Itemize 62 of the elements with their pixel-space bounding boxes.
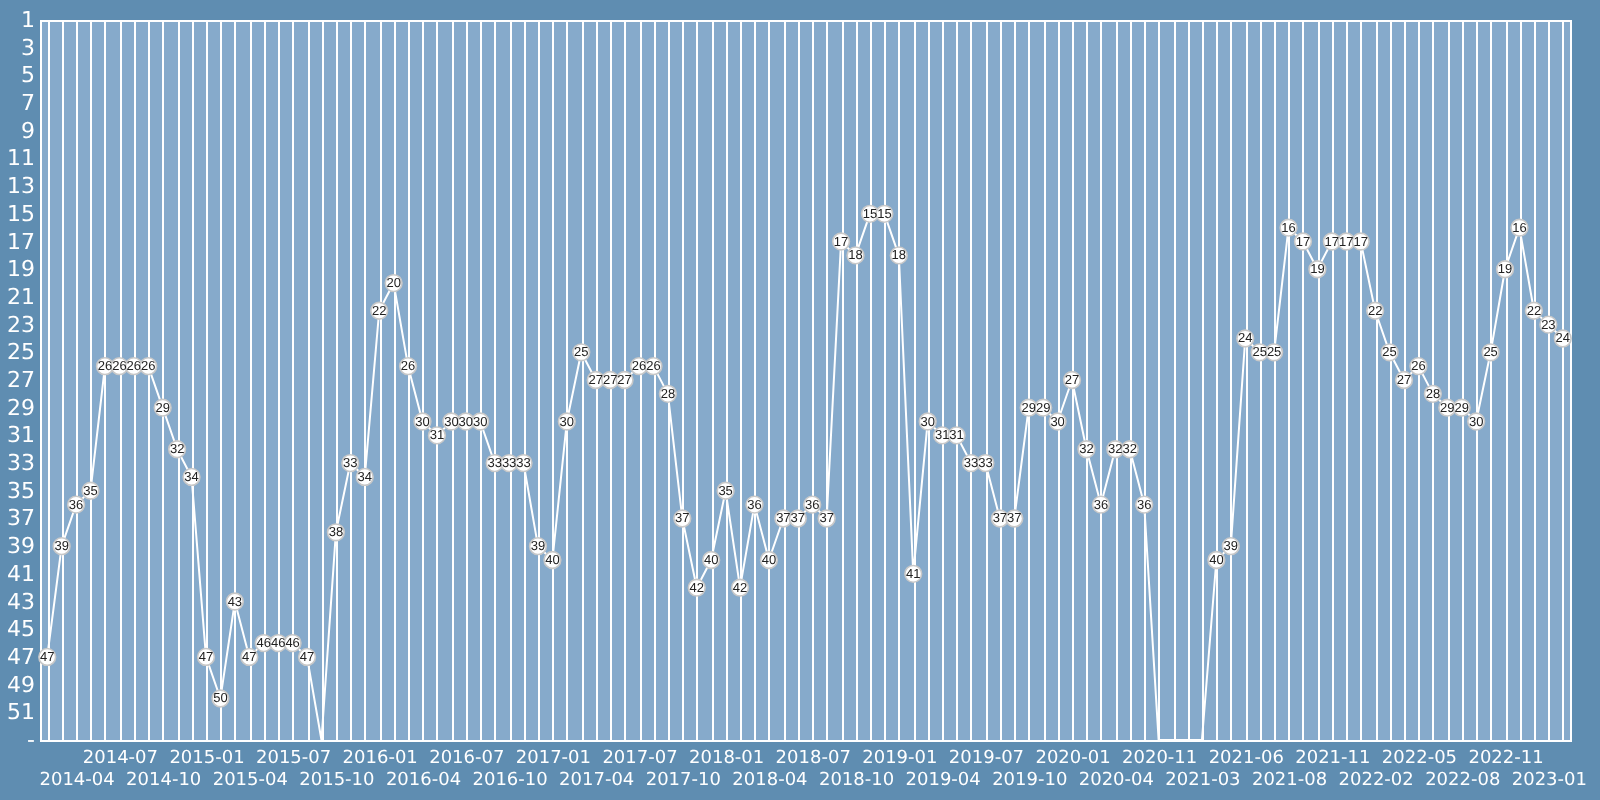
x-tick-label: 2022-05 (1381, 749, 1458, 769)
x-tick-label: 2014-10 (126, 771, 202, 791)
y-tick-label: 37 (7, 505, 35, 532)
y-tick-label: 11 (7, 145, 35, 172)
x-tick-label: 2020-04 (1078, 771, 1155, 791)
y-tick-label: 33 (7, 450, 35, 477)
y-tick-label: 13 (7, 173, 35, 200)
x-tick-label: 2015-10 (299, 771, 376, 791)
x-tick-label: 2023-01 (1511, 771, 1587, 791)
x-tick-label: 2017-07 (602, 749, 678, 769)
y-tick-label: 45 (7, 616, 35, 643)
y-tick-label: 25 (7, 339, 35, 366)
y-tick-label: 49 (7, 671, 35, 698)
x-tick-label: 2016-10 (472, 771, 549, 791)
x-tick-label: 2022-11 (1468, 749, 1544, 769)
y-tick-label: 3 (21, 34, 35, 61)
y-tick-label: 15 (7, 200, 35, 227)
y-tick-label: 51 (7, 699, 35, 726)
x-tick-label: 2016-04 (385, 771, 462, 791)
y-tick-label: 29 (7, 394, 35, 421)
x-tick-label: 2014-07 (82, 749, 158, 769)
x-tick-label: 2020-01 (1035, 749, 1111, 769)
x-tick-label: 2021-06 (1208, 749, 1285, 769)
x-tick-label: 2021-11 (1295, 749, 1371, 769)
x-tick-label: 2021-03 (1165, 771, 1241, 791)
x-tick-label: 2017-01 (515, 749, 592, 769)
y-tick-label: 47 (7, 643, 35, 670)
x-tick-label: 2016-01 (342, 749, 418, 769)
x-tick-label: 2019-07 (948, 749, 1025, 769)
y-tick-label: 17 (7, 228, 35, 255)
x-tick-label: 2017-10 (645, 771, 722, 791)
x-tick-label: 2022-02 (1338, 771, 1414, 791)
x-tick-label: 2019-04 (905, 771, 982, 791)
y-tick-label: 19 (7, 256, 35, 283)
x-tick-label: 2018-04 (732, 771, 809, 791)
x-tick-label: 2021-08 (1251, 771, 1328, 791)
y-tick-label: 9 (21, 117, 35, 144)
y-tick-label: 7 (21, 90, 35, 117)
x-tick-label: 2018-01 (689, 749, 765, 769)
y-tick-label: 21 (7, 283, 35, 310)
y-tick-label: 41 (7, 560, 35, 587)
x-tick-label: 2020-11 (1122, 749, 1198, 769)
x-tick-label: 2019-10 (992, 771, 1068, 791)
y-tick-label: 1 (21, 7, 35, 33)
y-tick-label: 27 (7, 367, 35, 393)
y-tick-label: 39 (7, 533, 35, 560)
y-tick-label: - (27, 727, 36, 753)
x-tick-label: 2014-04 (39, 771, 116, 791)
x-tick-label: 2016-07 (429, 749, 505, 769)
x-tick-label: 2015-01 (169, 749, 245, 769)
x-tick-label: 2018-10 (818, 771, 895, 791)
y-tick-label: 31 (7, 422, 35, 449)
x-tick-label: 2015-04 (212, 771, 289, 791)
x-tick-label: 2018-07 (775, 749, 851, 769)
y-tick-label: 35 (7, 477, 35, 504)
y-tick-label: 23 (7, 311, 35, 338)
y-tick-label: 5 (21, 62, 35, 89)
x-tick-label: 2017-04 (559, 771, 635, 791)
y-tick-label: 43 (7, 588, 35, 615)
x-tick-label: 2019-01 (862, 749, 938, 769)
x-tick-label: 2022-08 (1425, 771, 1501, 791)
x-tick-label: 2015-07 (255, 749, 332, 769)
